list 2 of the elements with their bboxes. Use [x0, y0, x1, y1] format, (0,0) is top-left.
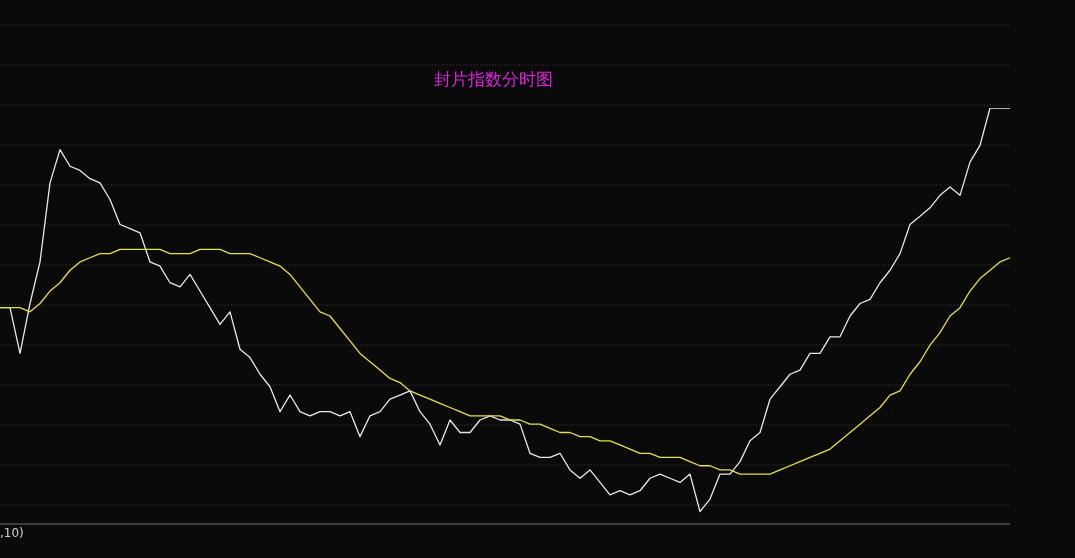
text: ,10): [0, 526, 24, 540]
chart-title: 封片指数分时图: [432, 68, 554, 91]
